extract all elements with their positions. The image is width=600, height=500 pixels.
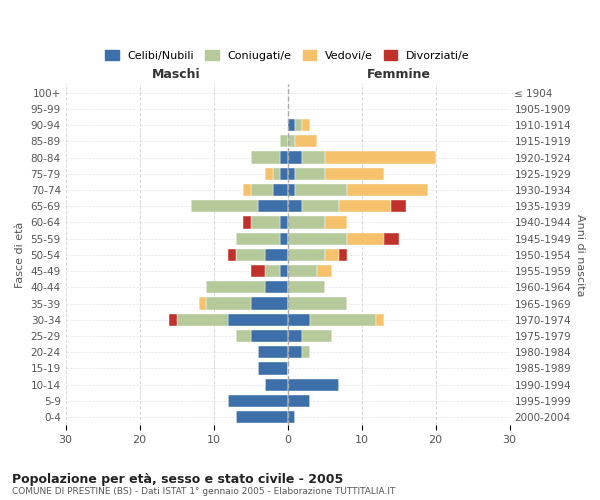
Bar xyxy=(325,152,436,164)
Text: COMUNE DI PRESTINE (BS) - Dati ISTAT 1° gennaio 2005 - Elaborazione TUTTITALIA.I: COMUNE DI PRESTINE (BS) - Dati ISTAT 1° … xyxy=(12,488,395,496)
Bar xyxy=(251,330,287,342)
Bar xyxy=(302,330,332,342)
Bar xyxy=(280,152,287,164)
Bar xyxy=(317,265,332,277)
Bar xyxy=(295,184,347,196)
Bar xyxy=(206,282,265,294)
Bar xyxy=(347,232,384,244)
Bar xyxy=(391,200,406,212)
Bar xyxy=(287,152,302,164)
Bar xyxy=(302,119,310,131)
Bar xyxy=(258,362,287,374)
Bar xyxy=(265,265,280,277)
Bar xyxy=(229,249,236,261)
Bar xyxy=(236,232,280,244)
Bar xyxy=(287,216,325,228)
Bar xyxy=(287,330,302,342)
Y-axis label: Fasce di età: Fasce di età xyxy=(15,222,25,288)
Bar xyxy=(287,119,295,131)
Bar xyxy=(384,232,398,244)
Bar xyxy=(251,216,280,228)
Bar xyxy=(273,168,280,180)
Bar xyxy=(287,232,347,244)
Bar xyxy=(287,314,310,326)
Bar xyxy=(287,184,295,196)
Bar xyxy=(287,298,347,310)
Bar xyxy=(295,168,325,180)
Bar xyxy=(287,411,295,423)
Bar xyxy=(340,249,347,261)
Bar xyxy=(236,411,287,423)
Bar xyxy=(243,184,251,196)
Bar xyxy=(251,184,273,196)
Bar xyxy=(310,314,376,326)
Bar xyxy=(229,395,287,407)
Bar xyxy=(302,152,325,164)
Bar xyxy=(280,216,287,228)
Bar xyxy=(265,378,287,391)
Bar xyxy=(287,249,325,261)
Bar xyxy=(302,200,340,212)
Bar xyxy=(295,135,317,147)
Bar xyxy=(176,314,229,326)
Bar xyxy=(280,265,287,277)
Bar xyxy=(265,249,287,261)
Bar xyxy=(287,168,295,180)
Legend: Celibi/Nubili, Coniugati/e, Vedovi/e, Divorziati/e: Celibi/Nubili, Coniugati/e, Vedovi/e, Di… xyxy=(101,46,474,66)
Bar xyxy=(251,298,287,310)
Bar xyxy=(191,200,258,212)
Bar xyxy=(229,314,287,326)
Bar xyxy=(287,265,317,277)
Bar xyxy=(280,168,287,180)
Bar xyxy=(236,330,251,342)
Text: Popolazione per età, sesso e stato civile - 2005: Popolazione per età, sesso e stato civil… xyxy=(12,472,343,486)
Bar xyxy=(287,378,340,391)
Bar xyxy=(258,346,287,358)
Bar xyxy=(376,314,384,326)
Bar xyxy=(236,249,265,261)
Text: Femmine: Femmine xyxy=(367,68,431,81)
Text: Maschi: Maschi xyxy=(152,68,201,81)
Bar xyxy=(340,200,391,212)
Bar xyxy=(287,346,302,358)
Bar xyxy=(347,184,428,196)
Bar xyxy=(251,152,280,164)
Bar xyxy=(265,282,287,294)
Bar xyxy=(273,184,287,196)
Bar xyxy=(325,168,384,180)
Bar xyxy=(265,168,273,180)
Bar xyxy=(325,249,340,261)
Bar xyxy=(199,298,206,310)
Bar xyxy=(169,314,176,326)
Bar xyxy=(302,346,310,358)
Bar xyxy=(251,265,265,277)
Bar xyxy=(206,298,251,310)
Bar xyxy=(243,216,251,228)
Bar xyxy=(287,200,302,212)
Bar xyxy=(258,200,287,212)
Bar xyxy=(287,282,325,294)
Bar xyxy=(287,135,295,147)
Bar xyxy=(295,119,302,131)
Y-axis label: Anni di nascita: Anni di nascita xyxy=(575,214,585,296)
Bar xyxy=(280,135,287,147)
Bar xyxy=(280,232,287,244)
Bar xyxy=(287,395,310,407)
Bar xyxy=(325,216,347,228)
